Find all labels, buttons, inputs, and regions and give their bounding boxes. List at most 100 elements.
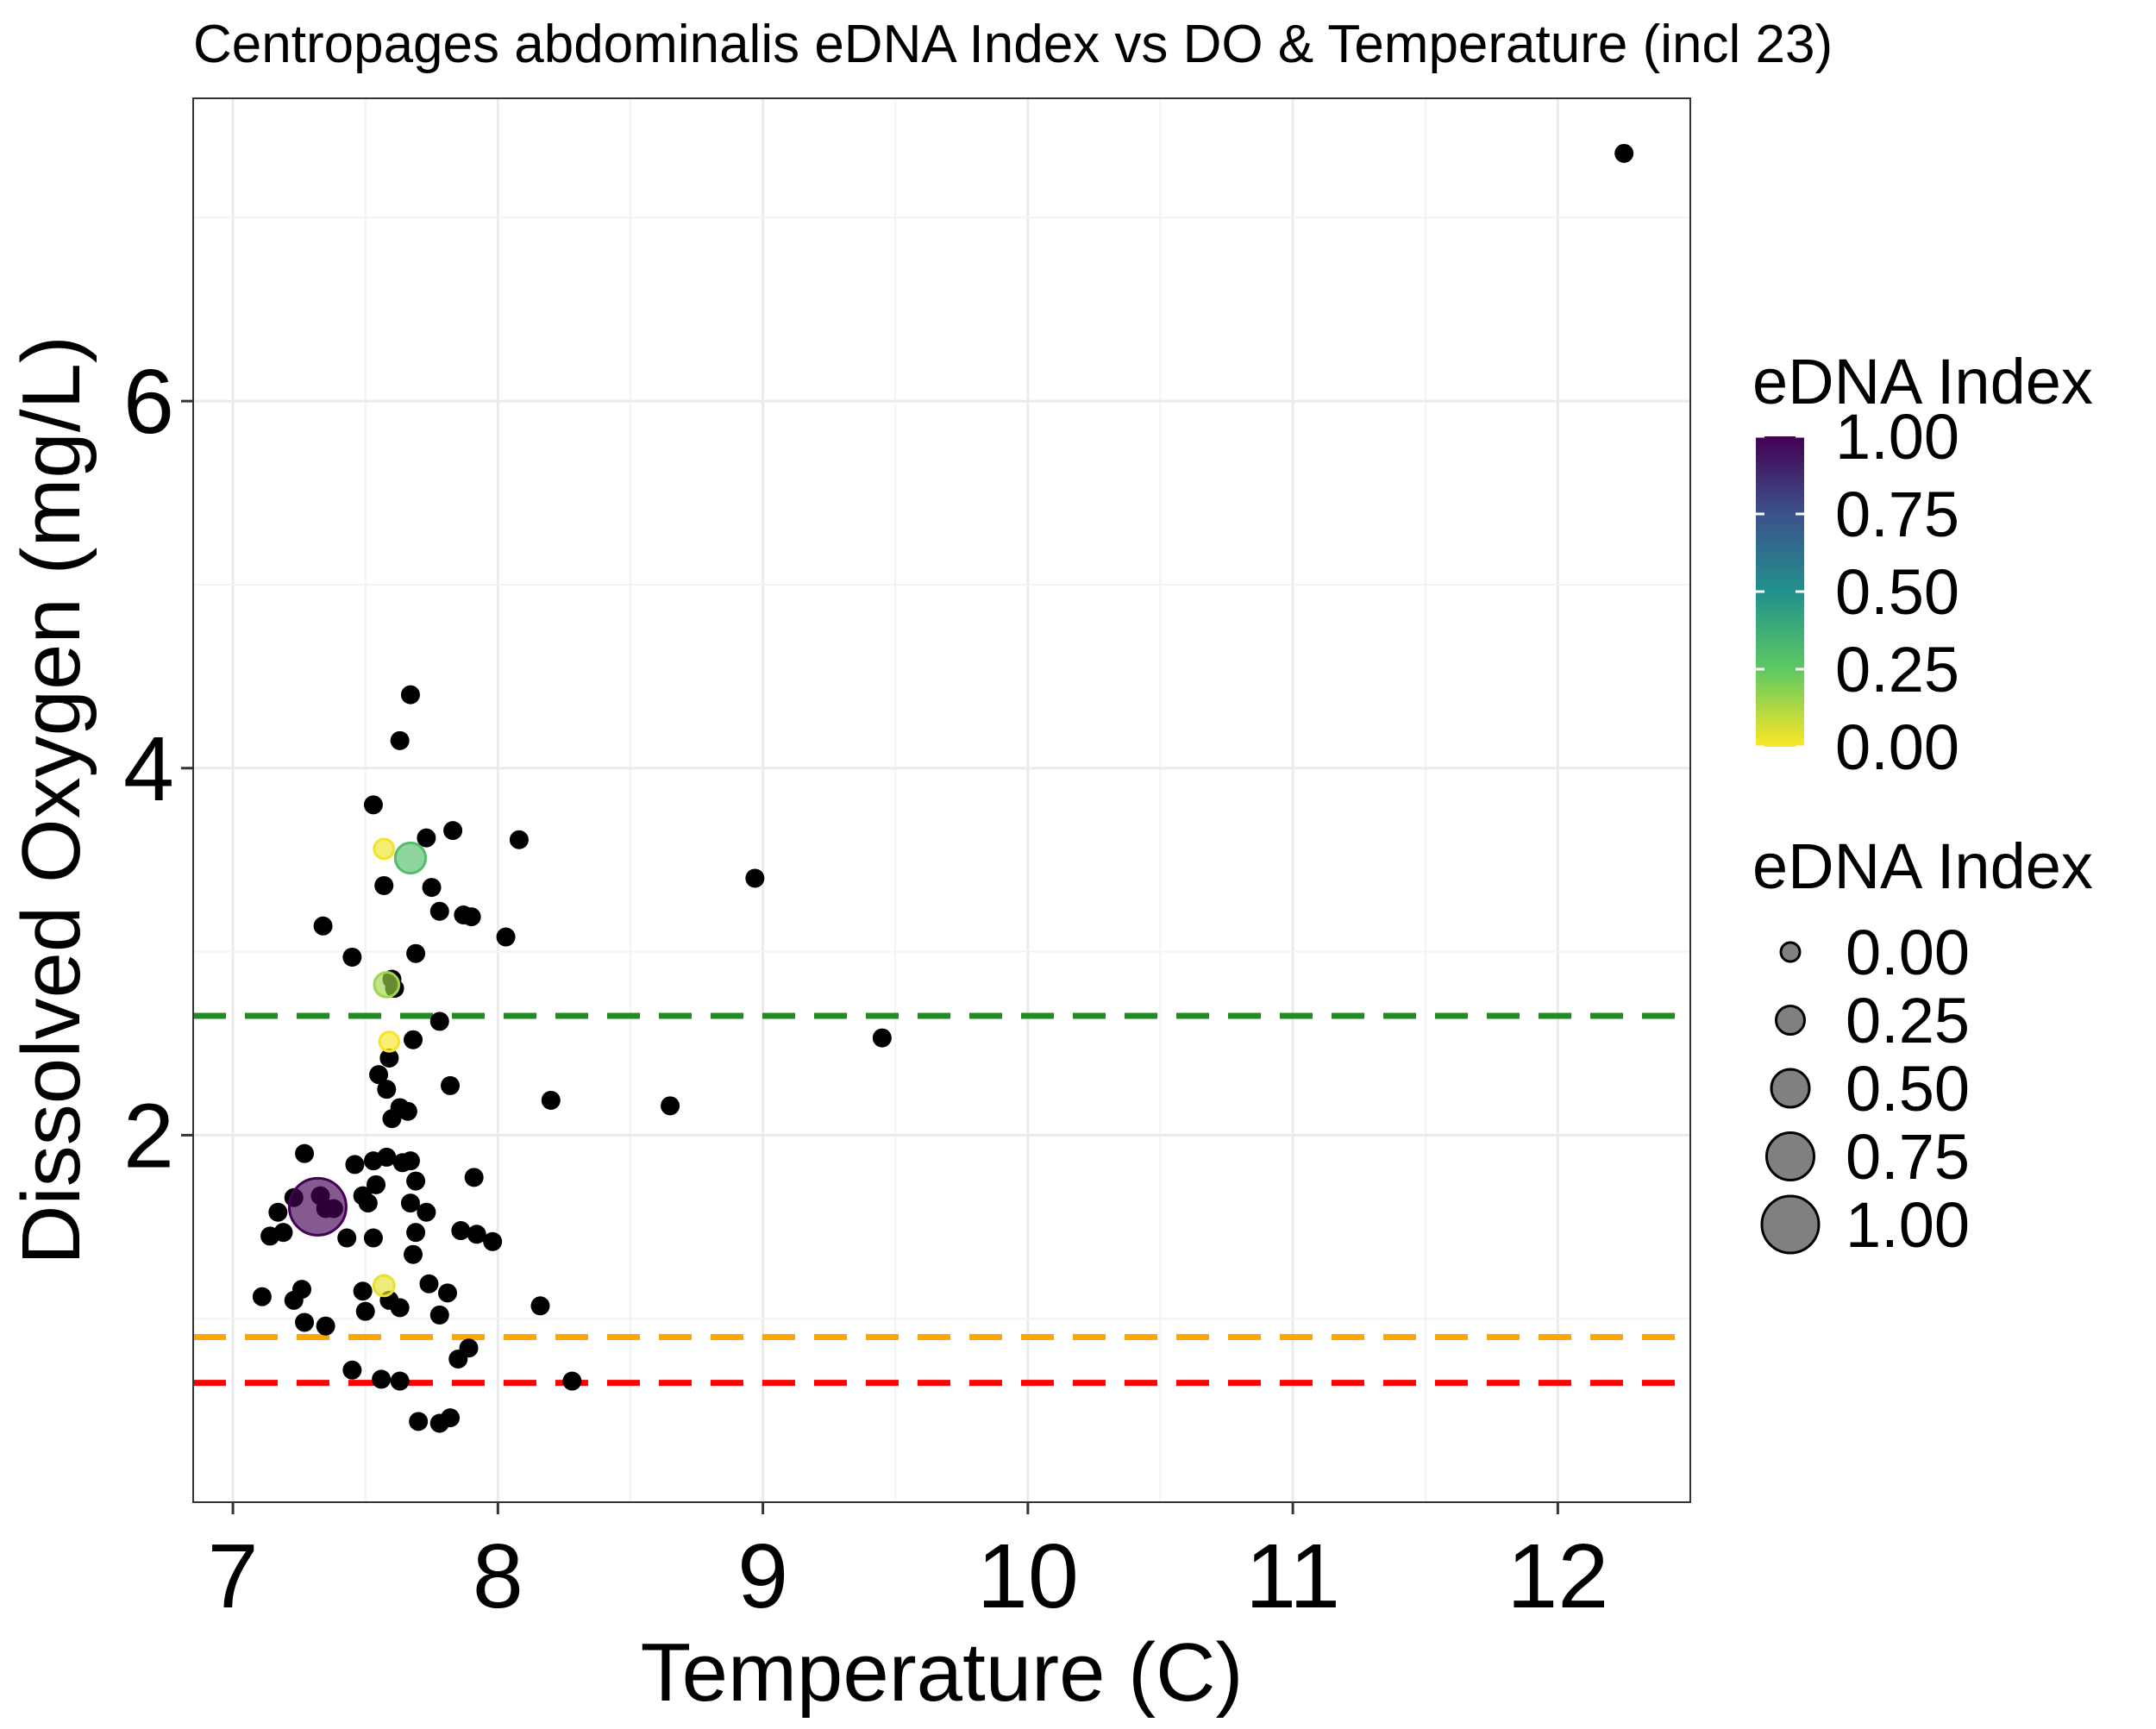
- size-legend-title: eDNA Index: [1752, 830, 2093, 902]
- data-point-na: [390, 730, 410, 750]
- y-axis-title: Dissolved Oxygen (mg/L): [5, 335, 97, 1265]
- size-legend-symbol: [1760, 1194, 1821, 1255]
- color-legend-ticks: 1.000.750.500.250.00: [1756, 401, 1959, 783]
- data-point-na: [345, 1155, 365, 1175]
- data-point-na: [406, 943, 426, 963]
- data-point: [373, 971, 401, 999]
- data-point-na: [342, 947, 362, 967]
- x-tick-label: 11: [1245, 1525, 1340, 1627]
- data-point-na: [363, 795, 383, 815]
- size-legend-label: 1.00: [1846, 1189, 1970, 1261]
- data-point-na: [372, 1369, 392, 1389]
- data-point-na: [509, 830, 529, 849]
- data-point-na: [441, 1075, 461, 1095]
- data-point-na: [562, 1371, 582, 1391]
- color-legend-label: 0.00: [1835, 711, 1959, 783]
- data-point: [373, 837, 396, 861]
- data-point-na: [451, 1221, 471, 1241]
- data-point-na: [417, 1202, 436, 1222]
- data-point-na: [295, 1143, 315, 1163]
- data-point-na: [284, 1290, 304, 1310]
- size-legend-symbol: [1770, 1068, 1811, 1109]
- data-point-na: [404, 1244, 423, 1264]
- color-legend-label: 0.50: [1835, 556, 1959, 628]
- data-point-na: [541, 1090, 561, 1110]
- data-point-na: [1614, 143, 1634, 163]
- size-legend-label: 0.00: [1846, 917, 1970, 988]
- x-axis: 7 8 9 10 11 12: [208, 1502, 1608, 1627]
- data-point-na: [483, 1231, 503, 1251]
- plot-border: [192, 97, 1691, 1503]
- size-legend-label: 0.25: [1846, 985, 1970, 1056]
- data-point-na: [409, 1412, 429, 1431]
- data-point-na: [406, 1223, 426, 1243]
- data-point-na: [467, 1225, 486, 1244]
- data-point-na: [422, 878, 442, 898]
- data-points: [252, 143, 1634, 1433]
- data-point: [372, 1274, 396, 1298]
- data-point-na: [400, 1151, 420, 1171]
- data-point-na: [379, 1048, 399, 1068]
- size-legend-symbol: [1779, 941, 1802, 963]
- x-tick-label: 9: [737, 1525, 788, 1627]
- color-legend-label: 0.25: [1835, 634, 1959, 705]
- size-legend-items: 0.000.250.500.751.00: [1760, 917, 1970, 1261]
- color-legend-label: 0.75: [1835, 479, 1959, 550]
- data-point-na: [369, 1065, 389, 1085]
- y-tick-label: 4: [123, 718, 174, 820]
- data-point-na: [374, 875, 394, 895]
- data-point-na: [429, 1305, 449, 1325]
- threshold-lines: [193, 1012, 1690, 1387]
- data-point-na: [448, 1350, 468, 1369]
- y-tick-label: 2: [123, 1085, 174, 1187]
- color-legend: eDNA Index 1.000.750.500.250.00: [1752, 346, 2093, 783]
- data-point-na: [419, 1274, 439, 1294]
- x-tick-label: 8: [473, 1525, 523, 1627]
- y-tick-label: 6: [123, 351, 174, 453]
- data-point-na: [358, 1193, 378, 1213]
- data-point-na: [316, 1316, 335, 1336]
- plot-panel: [193, 98, 1690, 1502]
- x-axis-title: Temperature (C): [641, 1626, 1244, 1719]
- data-point-na: [464, 1168, 484, 1187]
- data-point-na: [429, 1012, 449, 1031]
- data-point: [287, 1176, 348, 1237]
- size-legend-symbol: [1765, 1131, 1815, 1181]
- data-point-na: [437, 1283, 457, 1303]
- size-legend-symbol: [1775, 1005, 1806, 1036]
- data-point-na: [745, 868, 765, 888]
- x-tick-label: 12: [1507, 1525, 1608, 1627]
- data-point-na: [400, 1193, 420, 1213]
- data-point-na: [363, 1151, 383, 1171]
- data-point-na: [404, 1030, 423, 1049]
- data-point-na: [337, 1228, 357, 1248]
- data-point-na: [252, 1287, 272, 1306]
- data-point-na: [355, 1301, 375, 1321]
- data-point-na: [377, 1080, 397, 1099]
- data-point-na: [461, 907, 481, 927]
- data-point-na: [367, 1175, 386, 1194]
- color-legend-title: eDNA Index: [1752, 346, 2093, 417]
- data-point-na: [530, 1296, 550, 1316]
- data-point: [378, 1031, 401, 1053]
- data-point-na: [429, 901, 449, 921]
- data-point-na: [382, 1109, 402, 1129]
- data-point-na: [398, 1101, 417, 1121]
- size-legend: eDNA Index 0.000.250.500.751.00: [1752, 830, 2093, 1261]
- data-point-na: [268, 1202, 288, 1222]
- data-point-na: [390, 1371, 410, 1391]
- data-point-na: [417, 828, 436, 848]
- data-point-na: [390, 1298, 410, 1318]
- x-tick-label: 7: [208, 1525, 259, 1627]
- data-point-na: [443, 821, 463, 841]
- data-point-na: [313, 916, 333, 936]
- data-point-na: [295, 1312, 315, 1332]
- data-point-na: [661, 1096, 680, 1116]
- color-legend-label: 1.00: [1835, 401, 1959, 473]
- data-point: [393, 841, 428, 875]
- data-point-na: [400, 685, 420, 705]
- y-axis: 2 4 6: [123, 351, 193, 1187]
- data-point-na: [406, 1171, 426, 1191]
